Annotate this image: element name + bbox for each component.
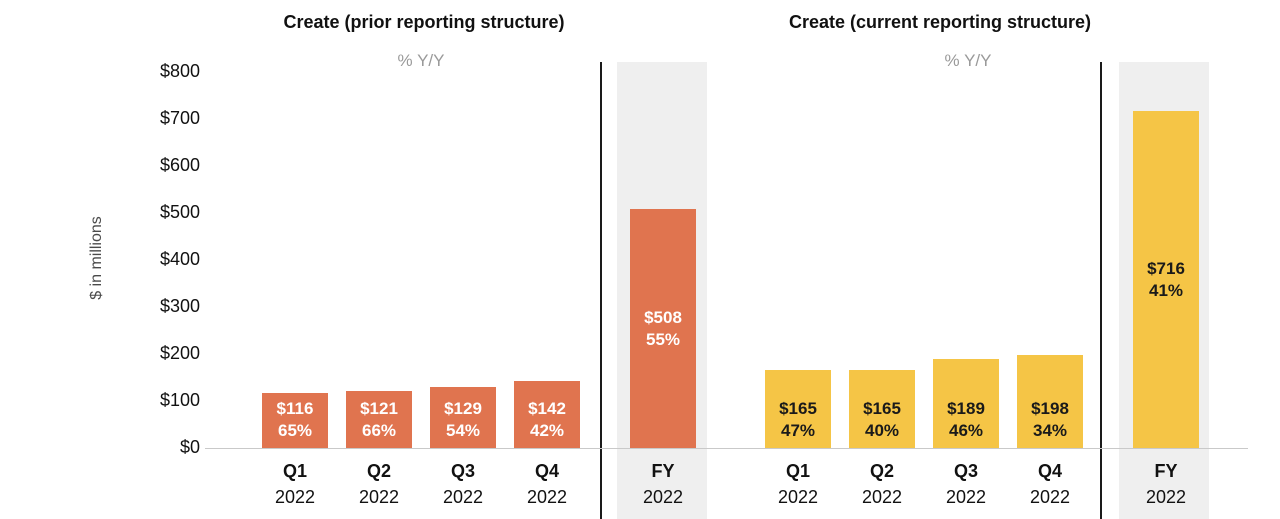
x-tick-quarter: Q1 [282, 461, 307, 481]
bar-label: $142 42% [506, 398, 588, 442]
bar-label: $129 54% [422, 398, 504, 442]
x-tick-quarter: Q4 [534, 461, 559, 481]
bar-value-label: $165 [779, 399, 817, 418]
bar [849, 370, 915, 448]
bar [514, 381, 580, 448]
x-tick-quarter: FY [651, 461, 675, 481]
bar-yoy-label: 66% [361, 421, 397, 440]
bar-value-label: $142 [528, 399, 566, 418]
y-tick-label: $100 [159, 390, 200, 410]
bar-label: $165 47% [757, 398, 839, 442]
panel-subtitle: % Y/Y [944, 51, 992, 70]
bar-label: $165 40% [841, 398, 923, 442]
x-tick-quarter: Q3 [450, 461, 475, 481]
x-tick-year: 2022 [642, 487, 684, 507]
bar [1133, 111, 1199, 448]
bar [630, 209, 696, 448]
x-axis-line [205, 448, 1248, 449]
y-axis-title: $ in millions [88, 216, 105, 300]
bar-value-label: $716 [1147, 258, 1185, 278]
bar-yoy-label: 65% [277, 421, 313, 440]
bar-value-label: $165 [863, 399, 901, 418]
y-tick-label: $700 [159, 108, 200, 128]
bar-label: $116 65% [254, 398, 336, 442]
panel-title: Create (prior reporting structure) [283, 12, 565, 32]
y-tick-label: $300 [159, 296, 200, 316]
x-tick-quarter: Q1 [785, 461, 810, 481]
bar-label: $508 55% [622, 307, 704, 351]
bar [933, 359, 999, 448]
x-tick-quarter: Q2 [869, 461, 894, 481]
x-tick-quarter: FY [1154, 461, 1178, 481]
bar-label: $189 46% [925, 398, 1007, 442]
panel-subtitle: % Y/Y [397, 51, 445, 70]
bar-yoy-label: 54% [445, 421, 481, 440]
bar-yoy-label: 55% [645, 329, 681, 349]
panel-title: Create (current reporting structure) [788, 12, 1092, 32]
x-tick-year: 2022 [1029, 487, 1071, 507]
bar-label: $716 41% [1125, 258, 1207, 302]
x-tick-year: 2022 [945, 487, 987, 507]
x-tick-quarter: Q3 [953, 461, 978, 481]
bar-yoy-label: 34% [1032, 421, 1068, 440]
fy-divider-line [1100, 62, 1102, 519]
bar-label: $121 66% [338, 398, 420, 442]
x-tick-year: 2022 [861, 487, 903, 507]
y-tick-label: $400 [159, 249, 200, 269]
bar-yoy-label: 47% [780, 421, 816, 440]
bar [430, 387, 496, 448]
x-tick-year: 2022 [777, 487, 819, 507]
bar-yoy-label: 40% [864, 421, 900, 440]
y-tick-label: $0 [179, 437, 200, 457]
x-tick-year: 2022 [274, 487, 316, 507]
x-tick-quarter: Q2 [366, 461, 391, 481]
bar [765, 370, 831, 448]
y-tick-label: $200 [159, 343, 200, 363]
x-tick-year: 2022 [526, 487, 568, 507]
bar-yoy-label: 41% [1148, 280, 1184, 300]
bar [1017, 354, 1083, 448]
bar-value-label: $121 [360, 399, 398, 418]
bar-yoy-label: 42% [529, 421, 565, 440]
bar-value-label: $129 [444, 399, 482, 418]
y-tick-label: $500 [159, 202, 200, 222]
x-tick-year: 2022 [442, 487, 484, 507]
bar-value-label: $116 [276, 399, 314, 418]
fy-divider-line [600, 62, 602, 519]
y-tick-label: $600 [159, 155, 200, 175]
bar-value-label: $198 [1031, 399, 1069, 418]
x-tick-year: 2022 [358, 487, 400, 507]
bar-label: $198 34% [1009, 398, 1091, 442]
bar-yoy-label: 46% [948, 421, 984, 440]
bar [262, 393, 328, 448]
bar-value-label: $508 [644, 307, 682, 327]
y-tick-label: $800 [159, 61, 200, 81]
bar [346, 391, 412, 448]
x-tick-quarter: Q4 [1037, 461, 1062, 481]
x-tick-year: 2022 [1145, 487, 1187, 507]
bar-value-label: $189 [947, 399, 985, 418]
